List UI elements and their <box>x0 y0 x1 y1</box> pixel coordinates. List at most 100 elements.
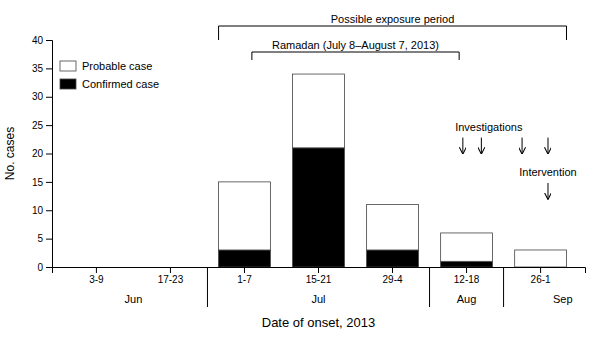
x-tick: 12-18 <box>454 267 480 285</box>
x-tick-mark <box>318 267 319 273</box>
month-label: Sep <box>553 293 573 305</box>
annotation-arrow <box>522 138 523 154</box>
month-label: Jun <box>125 293 143 305</box>
bar <box>441 261 493 267</box>
y-tick-label: 35 <box>32 63 44 74</box>
x-tick: 17-23 <box>158 267 184 285</box>
y-tick-label: 15 <box>32 177 44 188</box>
bracket-label: Ramadan (July 8–August 7, 2013) <box>272 39 439 51</box>
legend-item: Probable case <box>60 60 152 72</box>
bracket <box>251 52 252 60</box>
x-tick-mark <box>540 267 541 273</box>
y-tick-mark <box>46 154 52 155</box>
annotation-arrow <box>481 138 482 154</box>
bar <box>441 233 493 261</box>
bar <box>71 267 123 268</box>
annotation-label: Investigations <box>455 121 523 133</box>
legend-label: Probable case <box>82 60 152 72</box>
y-tick-mark <box>46 68 52 69</box>
y-tick: 35 <box>32 63 52 74</box>
x-tick-mark <box>466 267 467 273</box>
y-axis: 0 5 10 15 20 25 30 35 40 <box>32 35 53 273</box>
legend-item: Confirmed case <box>60 78 159 90</box>
legend: Probable case Confirmed case <box>60 60 159 90</box>
bar <box>219 250 271 267</box>
x-tick-label: 29-4 <box>383 274 403 285</box>
y-tick: 0 <box>37 262 52 273</box>
x-tick-label: 3-9 <box>89 274 104 285</box>
x-tick-mark <box>392 267 393 273</box>
y-tick-label: 40 <box>32 35 44 46</box>
y-tick-mark <box>46 125 52 126</box>
month-divider <box>503 267 504 307</box>
bracket <box>566 26 567 40</box>
y-tick: 10 <box>32 205 52 216</box>
month-divider <box>207 267 208 307</box>
x-tick-label: 15-21 <box>306 274 332 285</box>
y-tick: 30 <box>32 91 52 102</box>
bracket <box>459 52 460 60</box>
y-axis-line <box>46 41 53 268</box>
x-tick-mark <box>170 267 171 273</box>
x-tick-mark <box>96 267 97 273</box>
x-tick-label: 12-18 <box>454 274 480 285</box>
y-tick-mark <box>46 97 52 98</box>
x-tick-label: 17-23 <box>158 274 184 285</box>
bar <box>145 267 197 268</box>
chart: 0 5 10 15 20 25 30 35 40 3-9 17-23 1-7 15-21 29-4 12-1… <box>0 0 600 337</box>
y-tick-label: 30 <box>32 91 44 102</box>
series <box>219 148 493 267</box>
y-tick-mark <box>46 182 52 183</box>
x-axis: 3-9 17-23 1-7 15-21 29-4 12-18 26-1 <box>53 267 586 285</box>
y-tick-mark <box>46 267 52 268</box>
y-tick: 40 <box>32 35 52 46</box>
y-tick-label: 10 <box>32 205 44 216</box>
y-tick-mark <box>46 239 52 240</box>
bar <box>367 250 419 267</box>
bar <box>293 148 345 267</box>
bracket <box>218 26 219 40</box>
y-tick-label: 20 <box>32 148 44 159</box>
x-tick-label: 26-1 <box>531 274 551 285</box>
legend-swatch <box>60 79 76 89</box>
bar <box>145 267 197 268</box>
bracket <box>219 26 567 27</box>
legend-label: Confirmed case <box>82 78 159 90</box>
y-tick-label: 5 <box>37 233 43 244</box>
bar <box>71 267 123 268</box>
bracket <box>252 52 459 53</box>
x-tick: 1-7 <box>237 267 252 285</box>
bars <box>219 74 567 267</box>
x-tick: 26-1 <box>531 267 551 285</box>
month-label: Aug <box>457 293 477 305</box>
series <box>219 74 567 267</box>
x-tick-label: 1-7 <box>237 274 252 285</box>
x-tick: 3-9 <box>89 267 104 285</box>
month-divider <box>429 267 430 307</box>
x-tick: 15-21 <box>306 267 332 285</box>
x-tick-mark <box>244 267 245 273</box>
bar <box>219 182 271 250</box>
annotations: Possible exposure period Ramadan (July 8–… <box>125 13 577 307</box>
annotation-arrow <box>547 138 548 154</box>
y-tick: 25 <box>32 120 52 131</box>
bar <box>515 250 567 267</box>
bar <box>367 205 419 250</box>
y-axis-title: No. cases <box>3 127 17 180</box>
y-tick-mark <box>46 210 52 211</box>
bar <box>293 74 345 148</box>
y-tick: 20 <box>32 148 52 159</box>
annotation-label: Intervention <box>519 166 576 178</box>
y-tick-label: 25 <box>32 120 44 131</box>
annotation-arrow <box>462 138 463 154</box>
month-label: Jul <box>311 293 325 305</box>
x-axis-line <box>53 268 586 274</box>
y-tick: 15 <box>32 177 52 188</box>
annotation-arrow <box>547 183 548 199</box>
y-tick-mark <box>46 40 52 41</box>
x-axis-title: Date of onset, 2013 <box>262 315 375 330</box>
legend-swatch <box>60 61 76 71</box>
x-tick: 29-4 <box>383 267 403 285</box>
y-tick: 5 <box>37 233 52 244</box>
bracket-label: Possible exposure period <box>331 13 455 25</box>
